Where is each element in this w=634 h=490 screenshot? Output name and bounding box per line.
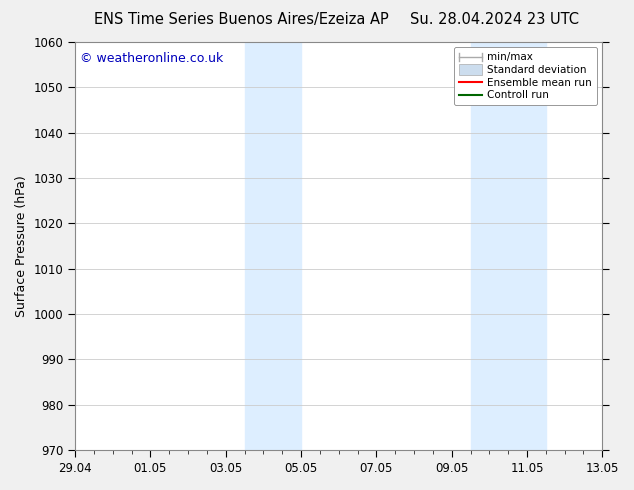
Bar xyxy=(470,42,546,450)
Text: ENS Time Series Buenos Aires/Ezeiza AP: ENS Time Series Buenos Aires/Ezeiza AP xyxy=(94,12,388,27)
Bar xyxy=(245,42,301,450)
Text: © weatheronline.co.uk: © weatheronline.co.uk xyxy=(81,52,224,65)
Legend: min/max, Standard deviation, Ensemble mean run, Controll run: min/max, Standard deviation, Ensemble me… xyxy=(454,47,597,105)
Text: Su. 28.04.2024 23 UTC: Su. 28.04.2024 23 UTC xyxy=(410,12,579,27)
Y-axis label: Surface Pressure (hPa): Surface Pressure (hPa) xyxy=(15,175,28,317)
